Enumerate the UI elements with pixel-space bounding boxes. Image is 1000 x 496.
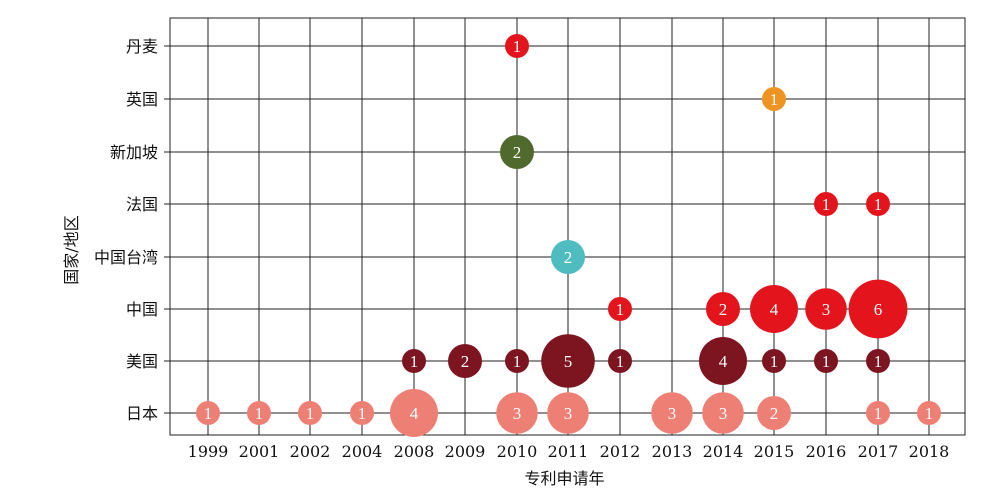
y-tick-label: 美国 (126, 352, 158, 371)
bubble-value-label: 1 (925, 404, 934, 423)
bubble (298, 401, 322, 425)
bubble (496, 392, 538, 434)
x-tick-label: 2012 (600, 442, 641, 461)
bubble-value-label: 2 (513, 143, 522, 162)
x-axis-ticks: 1999 2001 2002 2004 2008 2009 2010 2011 2012 2013… (188, 442, 950, 461)
x-tick-label: 2009 (445, 442, 486, 461)
bubble (750, 285, 798, 333)
x-tick-label: 2016 (806, 442, 847, 461)
x-tick-label: 2008 (394, 442, 435, 461)
y-tick-label: 中国台湾 (94, 248, 158, 267)
y-tick-label: 日本 (126, 404, 158, 423)
bubble (814, 349, 838, 373)
bubble-value-label: 2 (461, 352, 470, 371)
bubble-value-label: 3 (513, 404, 522, 423)
bubble-value-label: 1 (358, 404, 367, 423)
y-axis-ticks: 日本 美国 中国 中国台湾 法国 新加坡 英国 丹麦 (94, 37, 158, 423)
bubble (402, 349, 426, 373)
bubble-value-label: 3 (668, 404, 677, 423)
bubble-value-label: 6 (874, 300, 883, 319)
bubble-value-label: 4 (719, 352, 728, 371)
bubble-value-label: 1 (822, 195, 831, 214)
bubble (651, 392, 693, 434)
bubble-value-label: 2 (564, 248, 573, 267)
bubble (500, 135, 534, 169)
bubble-value-label: 1 (204, 404, 213, 423)
y-tick-label: 英国 (126, 90, 158, 109)
x-tick-label: 2002 (290, 442, 331, 461)
plot-frame (169, 17, 966, 436)
x-tick-label: 2004 (342, 442, 383, 461)
bubble (350, 401, 374, 425)
x-tick-label: 2017 (858, 442, 899, 461)
x-tick-label: 2018 (909, 442, 950, 461)
bubble (762, 349, 786, 373)
y-axis-title: 国家/地区 (62, 215, 81, 284)
x-tick-label: 2015 (754, 442, 795, 461)
bubble-value-label: 3 (719, 404, 728, 423)
bubble (706, 292, 740, 326)
x-tick-label: 2010 (497, 442, 538, 461)
bubble (505, 34, 529, 58)
bubble-value-label: 1 (874, 404, 883, 423)
bubble-value-label: 1 (616, 300, 625, 319)
bubble (541, 334, 595, 388)
y-tick-label: 丹麦 (126, 37, 158, 56)
bubble (848, 279, 908, 339)
bubble-value-label: 1 (410, 352, 419, 371)
bubble-value-label: 4 (410, 404, 419, 423)
bubble-value-label: 3 (822, 300, 831, 319)
bubble-value-label: 1 (306, 404, 315, 423)
y-tick-label: 中国 (126, 300, 158, 319)
bubble (196, 401, 220, 425)
bubble-value-label: 4 (770, 300, 779, 319)
bubble (757, 396, 791, 430)
y-tick-label: 法国 (126, 195, 158, 214)
bubble-value-label: 1 (822, 352, 831, 371)
x-tick-label: 2011 (548, 442, 589, 461)
bubble-value-label: 1 (255, 404, 264, 423)
bubble (866, 401, 890, 425)
x-tick-label: 2014 (703, 442, 744, 461)
bubble (551, 240, 585, 274)
bubble (247, 401, 271, 425)
bubble-value-label: 3 (564, 404, 573, 423)
bubbles: 1 1 1 1 4 3 3 3 3 2 1 1 1 2 1 5 1 4 1 1 1 1 2 4 3 6 2 1 1 2 1 1 (196, 34, 941, 437)
bubble-value-label: 1 (616, 352, 625, 371)
x-tick-label: 2013 (652, 442, 693, 461)
bubble (702, 392, 744, 434)
bubble-value-label: 1 (513, 352, 522, 371)
bubble (866, 349, 890, 373)
bubble-value-label: 1 (874, 352, 883, 371)
bubble (608, 349, 632, 373)
bubble (547, 392, 589, 434)
bubble-value-label: 1 (770, 352, 779, 371)
bubble (390, 389, 438, 437)
bubble (448, 344, 482, 378)
bubble (814, 192, 838, 216)
bubble-value-label: 1 (770, 90, 779, 109)
bubble (762, 87, 786, 111)
bubble (505, 349, 529, 373)
x-tick-label: 1999 (188, 442, 229, 461)
bubble (699, 337, 747, 385)
bubble-value-label: 2 (770, 404, 779, 423)
bubble-value-label: 1 (874, 195, 883, 214)
bubble (805, 288, 847, 330)
x-tick-label: 2001 (239, 442, 280, 461)
x-axis-title: 专利申请年 (524, 469, 604, 488)
bubble (917, 401, 941, 425)
bubble (608, 297, 632, 321)
bubble-value-label: 2 (719, 300, 728, 319)
bubble (866, 192, 890, 216)
bubble-value-label: 1 (513, 37, 522, 56)
bubble-value-label: 5 (564, 352, 573, 371)
y-tick-label: 新加坡 (110, 143, 158, 162)
